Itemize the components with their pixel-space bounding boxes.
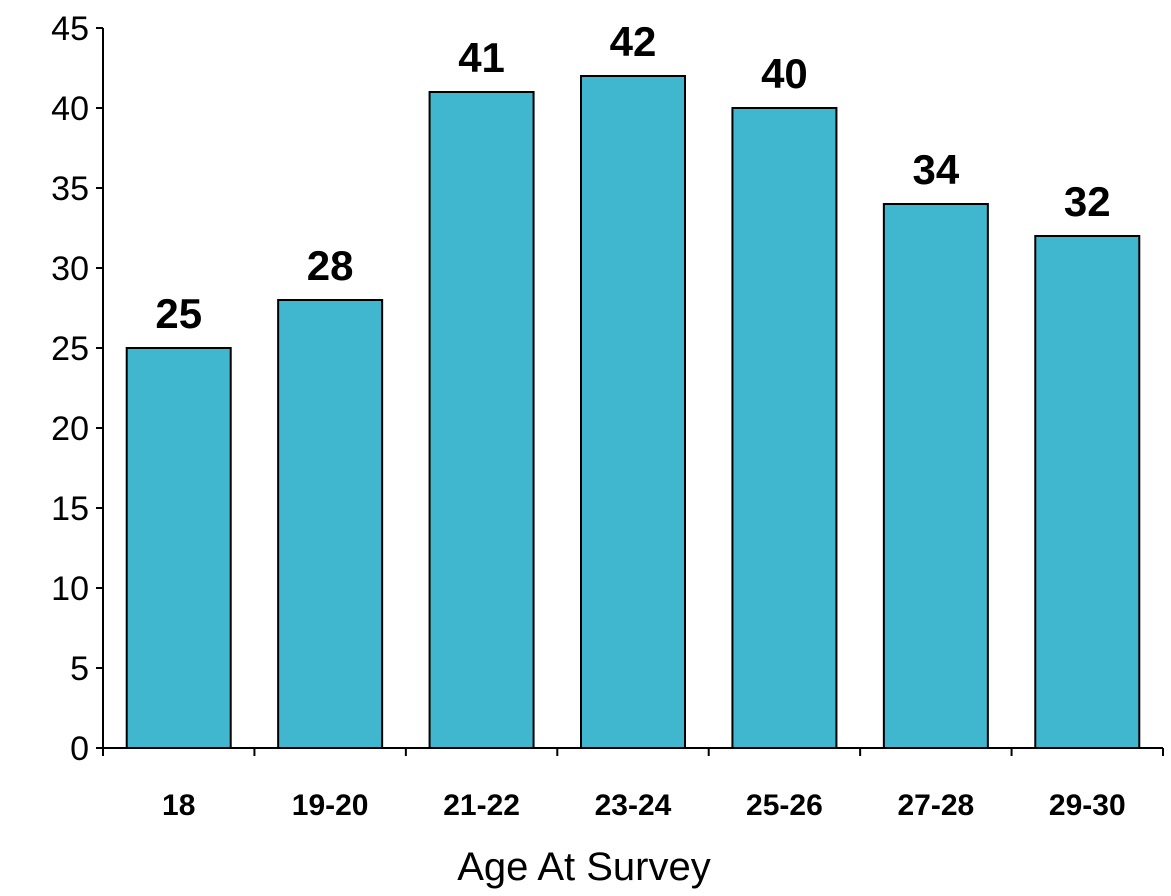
data-label: 34 [912,146,959,193]
data-label: 25 [155,290,202,337]
x-tick-label: 23-24 [595,789,672,822]
data-label: 41 [458,34,505,81]
y-tick-label: 0 [70,730,89,768]
x-tick-label: 19-20 [292,789,369,822]
x-tick-label: 18 [162,789,195,822]
y-axis-ticks: 0 5 10 15 20 25 30 35 40 45 [51,10,103,768]
x-axis-ticks: 18 19-20 21-22 23-24 25-26 27-28 29-30 [102,748,1164,822]
data-label: 40 [761,50,808,97]
bar-27-28 [882,203,989,749]
bars-layer [125,75,1141,749]
x-tick-label: 27-28 [897,789,974,822]
bar-21-22 [428,91,535,749]
y-tick-label: 45 [51,10,89,48]
data-label: 42 [610,18,657,65]
y-tick-label: 10 [51,570,89,608]
y-tick-label: 35 [51,170,89,208]
data-label: 28 [307,242,354,289]
data-labels: 25 28 41 42 40 34 32 [155,18,1110,337]
x-axis-title: Age At Survey [457,845,710,889]
bar-29-30 [1034,235,1141,749]
y-tick-label: 20 [51,410,89,448]
x-tick-label: 25-26 [746,789,823,822]
bar-18 [125,347,232,749]
bar-25-26 [731,107,838,749]
bar-19-20 [277,299,384,749]
y-tick-label: 15 [51,490,89,528]
x-tick-label: 21-22 [443,789,520,822]
bar-23-24 [580,75,686,749]
y-tick-label: 5 [70,650,89,688]
data-label: 32 [1064,178,1111,225]
y-tick-label: 30 [51,250,89,288]
y-tick-label: 40 [51,90,89,128]
y-tick-label: 25 [51,330,89,368]
x-tick-label: 29-30 [1049,789,1126,822]
axes-layer [102,28,1163,749]
